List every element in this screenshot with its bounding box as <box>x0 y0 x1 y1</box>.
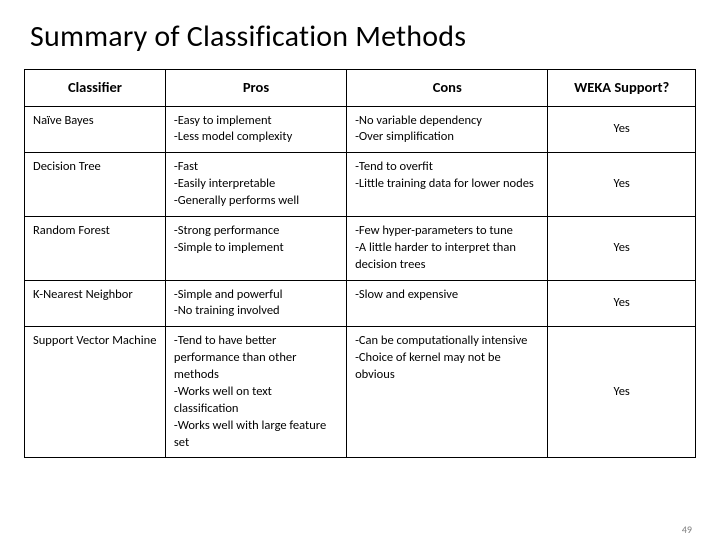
cell-pros: -Easy to implement -Less model complexit… <box>165 106 346 153</box>
cell-classifier: K-Nearest Neighbor <box>25 280 166 327</box>
cell-support: Yes <box>548 327 696 458</box>
col-pros: Pros <box>165 70 346 107</box>
cell-support: Yes <box>548 280 696 327</box>
table-row: K-Nearest Neighbor-Simple and powerful -… <box>25 280 696 327</box>
cell-pros: -Simple and powerful -No training involv… <box>165 280 346 327</box>
page-title: Summary of Classification Methods <box>30 18 696 55</box>
cell-cons: -Tend to overfit -Little training data f… <box>347 153 548 217</box>
table-row: Decision Tree-Fast -Easily interpretable… <box>25 153 696 217</box>
cell-cons: -Can be computationally intensive -Choic… <box>347 327 548 458</box>
table-row: Naïve Bayes-Easy to implement -Less mode… <box>25 106 696 153</box>
table-header-row: Classifier Pros Cons WEKA Support? <box>25 70 696 107</box>
cell-classifier: Decision Tree <box>25 153 166 217</box>
col-classifier: Classifier <box>25 70 166 107</box>
cell-pros: -Fast -Easily interpretable -Generally p… <box>165 153 346 217</box>
classification-table: Classifier Pros Cons WEKA Support? Naïve… <box>24 69 696 458</box>
table-row: Support Vector Machine-Tend to have bett… <box>25 327 696 458</box>
table-row: Random Forest-Strong performance -Simple… <box>25 216 696 280</box>
cell-pros: -Strong performance -Simple to implement <box>165 216 346 280</box>
col-support: WEKA Support? <box>548 70 696 107</box>
cell-classifier: Naïve Bayes <box>25 106 166 153</box>
cell-support: Yes <box>548 153 696 217</box>
cell-cons: -No variable dependency -Over simplifica… <box>347 106 548 153</box>
col-cons: Cons <box>347 70 548 107</box>
cell-support: Yes <box>548 106 696 153</box>
cell-cons: -Slow and expensive <box>347 280 548 327</box>
cell-cons: -Few hyper-parameters to tune -A little … <box>347 216 548 280</box>
page-number: 49 <box>682 523 692 536</box>
cell-pros: -Tend to have better performance than ot… <box>165 327 346 458</box>
cell-classifier: Random Forest <box>25 216 166 280</box>
cell-support: Yes <box>548 216 696 280</box>
cell-classifier: Support Vector Machine <box>25 327 166 458</box>
